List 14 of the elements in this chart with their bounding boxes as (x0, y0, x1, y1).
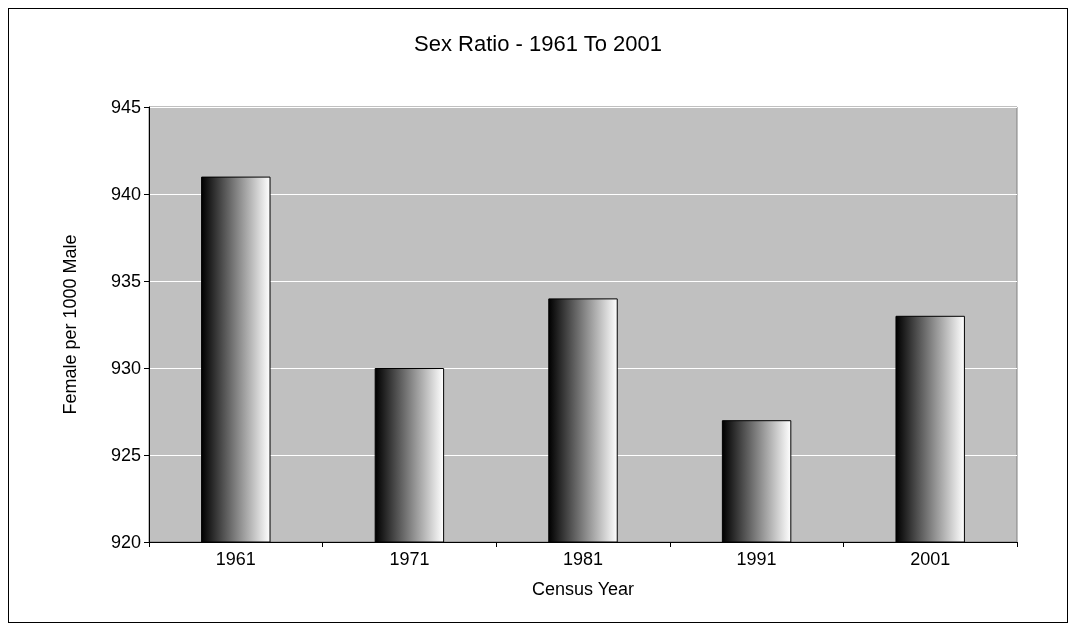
y-tick-label: 945 (110, 97, 141, 117)
x-tick-label: 2001 (910, 549, 951, 569)
x-tick-label: 1971 (389, 549, 430, 569)
x-axis-title: Census Year (531, 579, 635, 599)
y-tick-label: 930 (110, 358, 141, 378)
x-tick-label: 1991 (736, 549, 777, 569)
y-axis-title: Female per 1000 Male (60, 234, 80, 415)
y-tick-label: 940 (110, 184, 141, 204)
x-tick-label: 1981 (562, 549, 604, 569)
chart-title: Sex Ratio - 1961 To 2001 (414, 30, 662, 56)
x-tick-label: 1961 (215, 549, 256, 569)
y-tick-label: 935 (110, 271, 141, 291)
y-tick-label: 925 (110, 445, 141, 465)
y-tick-label: 920 (110, 532, 141, 552)
